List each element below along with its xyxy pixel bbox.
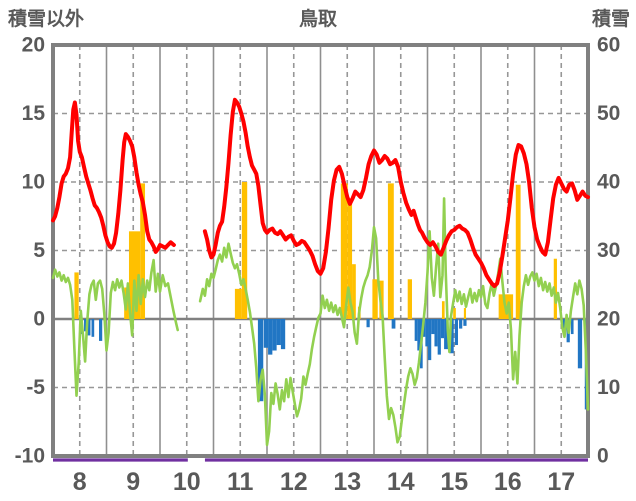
sunshine-bar — [340, 183, 348, 319]
red-series-line — [202, 97, 590, 289]
y-axis-right-tick: 60 — [597, 34, 620, 57]
y-axis-left-tick: 10 — [22, 171, 45, 194]
sunshine-bar — [352, 264, 356, 319]
precipitation-bar — [268, 319, 273, 355]
sunshine-bar — [372, 279, 378, 319]
sunshine-bar — [128, 231, 141, 319]
precipitation-bar — [562, 319, 566, 332]
x-axis-tick: 11 — [227, 468, 254, 496]
precipitation-bar — [459, 319, 463, 329]
sunshine-bar — [553, 258, 557, 319]
sunshine-bar — [241, 182, 248, 319]
x-axis-tick: 13 — [333, 468, 361, 496]
x-axis-tick: 17 — [547, 468, 575, 496]
y-axis-left-tick: 5 — [33, 239, 45, 262]
y-axis-left-tick: 15 — [22, 102, 46, 125]
sunshine-bar — [234, 288, 242, 319]
x-axis-tick: 16 — [494, 468, 522, 496]
precipitation-bar — [391, 319, 396, 329]
x-axis-tick: 14 — [387, 468, 415, 496]
y-axis-left-tick: 0 — [33, 308, 45, 331]
green-series-line — [198, 197, 590, 447]
y-axis-right-tick: 40 — [597, 171, 620, 194]
precipitation-bar — [280, 319, 286, 350]
precipitation-bar — [84, 319, 87, 332]
precipitation-bar — [91, 319, 95, 337]
x-axis-tick: 8 — [73, 468, 87, 496]
sunshine-bar — [453, 308, 456, 319]
green-series-line — [51, 258, 179, 397]
precipitation-bar — [263, 319, 269, 348]
y-axis-right-tick: 30 — [597, 239, 620, 262]
precipitation-bar — [99, 319, 103, 341]
red-series-line — [51, 100, 176, 254]
x-axis-tick: 10 — [173, 468, 201, 496]
precipitation-bar — [257, 319, 264, 402]
right-axis-title: 積雪 — [592, 7, 630, 30]
precipitation-bar — [417, 319, 421, 351]
precipitation-bar — [577, 319, 583, 369]
precipitation-bar — [425, 319, 429, 347]
precipitation-bar — [437, 319, 441, 355]
sunshine-bar — [74, 272, 79, 319]
y-axis-right-tick: 10 — [597, 376, 620, 399]
precipitation-bar — [434, 319, 438, 347]
precipitation-bar — [454, 319, 458, 346]
x-axis-tick: 15 — [440, 468, 468, 496]
chart-title: 鳥取 — [299, 7, 337, 30]
y-axis-right-tick: 50 — [597, 102, 620, 125]
x-axis-tick: 9 — [126, 468, 140, 496]
sunshine-bar — [387, 183, 394, 319]
precipitation-bar — [463, 319, 467, 326]
y-axis-left-tick: -10 — [15, 445, 45, 468]
sunshine-bar — [407, 279, 412, 319]
precipitation-bar — [440, 319, 445, 339]
precipitation-bar — [272, 319, 277, 351]
sunshine-bar — [347, 198, 353, 319]
y-axis-left-tick: 20 — [22, 34, 45, 57]
sunshine-bar — [441, 301, 445, 319]
precipitation-bar — [570, 319, 574, 335]
precipitation-bar — [428, 319, 432, 361]
sunshine-bar — [140, 183, 146, 319]
left-axis-title: 積雪以外 — [8, 7, 84, 30]
sunshine-bar — [463, 308, 467, 319]
precipitation-bar — [449, 319, 454, 354]
y-axis-right-tick: 0 — [597, 445, 609, 468]
y-axis-right-tick: 20 — [597, 308, 620, 331]
precipitation-bar — [87, 319, 91, 336]
precipitation-bar — [276, 319, 281, 346]
precipitation-bar — [431, 319, 435, 335]
precipitation-bar — [444, 319, 449, 350]
precipitation-bar — [414, 319, 418, 341]
sunshine-bar — [515, 184, 521, 319]
x-axis-tick: 12 — [280, 468, 308, 496]
y-axis-left-tick: -5 — [26, 376, 45, 399]
precipitation-bar — [366, 319, 370, 328]
plot-frame — [51, 43, 590, 458]
